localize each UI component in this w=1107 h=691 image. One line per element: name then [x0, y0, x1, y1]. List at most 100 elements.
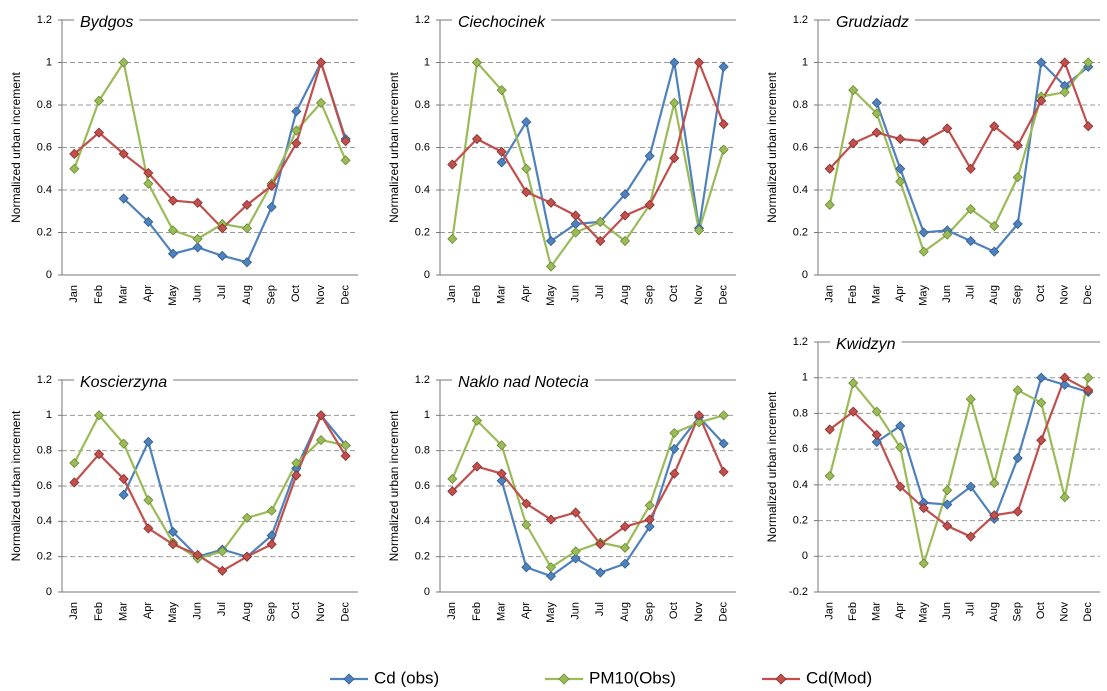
- data-point: [895, 442, 906, 453]
- x-tick-label: Nov: [315, 602, 327, 622]
- data-point: [545, 514, 557, 525]
- y-tick-label: 0.6: [37, 480, 52, 492]
- data-point: [669, 468, 680, 479]
- x-tick-label: Dec: [340, 602, 352, 622]
- data-point: [192, 233, 203, 244]
- y-tick-label: -0.2: [789, 586, 808, 598]
- x-tick-label: Jan: [68, 602, 80, 620]
- data-point: [266, 180, 277, 191]
- x-tick-label: Jan: [446, 602, 458, 620]
- series-line: [122, 413, 347, 558]
- chart-title: Kwidzyn: [836, 336, 896, 353]
- data-point: [69, 163, 80, 174]
- y-tick-label: 0.4: [793, 479, 808, 491]
- data-point: [871, 97, 882, 108]
- data-point: [471, 461, 483, 472]
- x-tick-label: Nov: [315, 285, 327, 305]
- x-tick-label: Feb: [93, 602, 105, 621]
- data-point: [1059, 492, 1070, 503]
- x-tick-label: Dec: [1082, 285, 1094, 305]
- legend-marker: [775, 673, 787, 685]
- data-point: [496, 157, 507, 168]
- x-tick-label: Dec: [340, 285, 352, 305]
- x-tick-label: Jul: [216, 285, 228, 299]
- data-point: [471, 415, 483, 426]
- data-point: [895, 176, 906, 187]
- data-point: [241, 257, 253, 268]
- x-tick-label: Feb: [847, 602, 859, 621]
- x-tick-label: Jul: [965, 602, 977, 616]
- data-point: [291, 125, 302, 136]
- x-tick-label: Jan: [446, 285, 458, 303]
- series-line: [829, 376, 1089, 538]
- y-axis-label: Normalized urban increment: [387, 71, 401, 222]
- data-point: [471, 133, 483, 145]
- series-line: [73, 413, 346, 560]
- data-point: [895, 420, 906, 431]
- data-point: [989, 121, 1000, 132]
- data-point: [447, 233, 458, 244]
- data-point: [824, 163, 835, 174]
- data-point: [989, 510, 1000, 521]
- data-point: [693, 225, 705, 236]
- y-tick-label: 0.2: [37, 551, 52, 563]
- data-point: [669, 443, 680, 454]
- data-point: [1059, 372, 1070, 383]
- data-point: [118, 57, 129, 68]
- x-tick-label: Sep: [266, 602, 278, 622]
- data-point: [118, 438, 129, 449]
- data-point: [824, 470, 835, 481]
- x-tick-label: Mar: [118, 285, 130, 304]
- y-axis-label: Normalized urban increment: [9, 410, 23, 561]
- data-point: [266, 201, 277, 213]
- data-point: [871, 108, 882, 119]
- data-point: [718, 61, 729, 72]
- data-point: [315, 97, 327, 108]
- data-point: [718, 466, 729, 477]
- data-point: [167, 225, 179, 236]
- data-point: [118, 489, 129, 500]
- data-point: [1036, 435, 1047, 446]
- y-tick-label: 1: [424, 56, 430, 68]
- x-tick-label: Sep: [266, 285, 278, 305]
- data-point: [447, 159, 458, 170]
- x-tick-label: Oct: [668, 285, 680, 302]
- x-tick-label: Jun: [941, 285, 953, 303]
- data-point: [118, 193, 129, 204]
- series-line: [828, 377, 1090, 568]
- data-point: [718, 410, 729, 421]
- y-axis-label: Normalized urban increment: [9, 71, 23, 222]
- data-point: [918, 246, 929, 257]
- x-tick-label: Apr: [142, 602, 154, 619]
- title-bg: [830, 10, 915, 30]
- chart-title: Grudziadz: [836, 14, 909, 31]
- x-tick-label: Mar: [118, 602, 130, 621]
- y-tick-label: 0.6: [793, 141, 808, 153]
- x-tick-label: Sep: [644, 285, 656, 305]
- data-point: [619, 542, 631, 553]
- y-tick-label: 1.2: [793, 336, 808, 348]
- data-point: [167, 526, 179, 537]
- data-point: [93, 449, 105, 460]
- data-point: [595, 567, 606, 578]
- data-point: [965, 235, 976, 247]
- data-point: [1012, 506, 1023, 517]
- series-line: [73, 59, 347, 241]
- data-point: [167, 195, 179, 206]
- data-point: [619, 521, 631, 532]
- x-tick-label: Mar: [871, 602, 883, 621]
- data-point: [918, 558, 929, 569]
- data-point: [644, 150, 655, 162]
- y-tick-label: 0.2: [793, 226, 808, 238]
- y-tick-label: 0: [424, 586, 430, 598]
- y-tick-label: 1: [802, 372, 808, 384]
- x-tick-label: Jun: [192, 285, 204, 303]
- data-point: [619, 210, 631, 221]
- x-tick-label: Jul: [594, 285, 606, 299]
- data-point: [545, 562, 557, 573]
- data-point: [669, 57, 680, 68]
- data-point: [693, 57, 705, 68]
- data-point: [291, 457, 302, 469]
- data-point: [545, 235, 557, 247]
